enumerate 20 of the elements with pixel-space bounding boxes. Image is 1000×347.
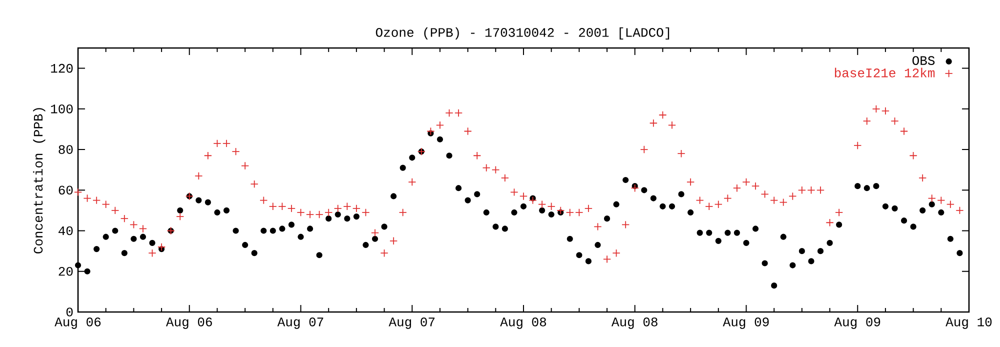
y-tick-label: 120 — [51, 64, 73, 73]
y-tick-label: 20 — [58, 266, 73, 276]
chart-title: Ozone (PPB) - 170310042 - 2001 [LADCO] — [376, 27, 670, 40]
x-tick-label: Aug 09 — [722, 318, 769, 329]
y-tick-label: 100 — [51, 104, 73, 114]
x-tick-label: Aug 06 — [166, 318, 212, 329]
x-tick-label: Aug 09 — [834, 318, 880, 329]
x-tick-label: Aug 10 — [946, 318, 992, 329]
y-tick-label: 60 — [58, 186, 73, 195]
legend-label: baseI21e 12km — [834, 68, 935, 78]
y-tick-label: 0 — [66, 308, 73, 316]
x-tick-label: Aug 07 — [277, 318, 324, 329]
y-tick-label: 40 — [58, 226, 73, 236]
y-tick-label: 80 — [58, 145, 73, 154]
y-axis-title: Concentration (PPB) — [33, 108, 46, 254]
x-tick-label: Aug 07 — [388, 318, 435, 329]
x-tick-label: Aug 06 — [54, 318, 101, 329]
x-tick-label: Aug 08 — [500, 318, 546, 329]
x-tick-label: Aug 08 — [611, 318, 658, 329]
legend-label: OBS — [912, 56, 935, 65]
